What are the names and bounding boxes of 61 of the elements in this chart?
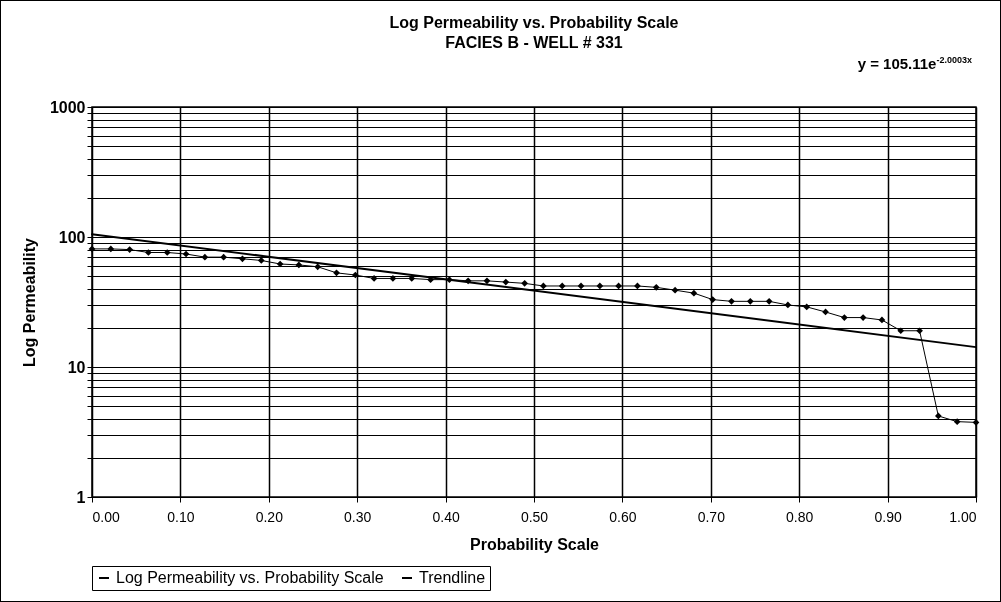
legend-label: Trendline	[419, 569, 486, 586]
x-tick-label: 0.80	[786, 508, 814, 525]
y-axis-title: Log Permeability	[20, 237, 38, 367]
point	[540, 282, 547, 290]
point	[521, 280, 528, 287]
point	[728, 297, 735, 305]
point	[558, 282, 566, 290]
point	[859, 314, 867, 321]
point	[502, 278, 510, 286]
point	[107, 245, 115, 253]
x-tick-label: 0.30	[344, 508, 372, 525]
point	[295, 261, 303, 269]
point	[652, 283, 660, 291]
x-tick-label: 0.10	[167, 508, 195, 525]
x-tick-label: 0.90	[874, 508, 902, 525]
x-tick-label: 0.50	[520, 508, 549, 525]
point	[690, 289, 698, 297]
point	[803, 303, 811, 311]
x-tick-label: 0.70	[697, 508, 726, 525]
point	[276, 260, 284, 268]
x-axis-title: Probability Scale	[470, 535, 600, 553]
point	[201, 253, 209, 261]
point	[897, 327, 905, 335]
point	[841, 314, 848, 321]
point	[483, 277, 491, 285]
point	[145, 249, 152, 256]
point	[257, 257, 265, 264]
y-tick-label: 1	[76, 488, 86, 506]
point	[784, 301, 792, 309]
chart-subtitle: FACIES B - WELL # 331	[445, 34, 623, 51]
text: y = 105.11e$^{-2.0003x}$	[857, 55, 972, 72]
x-tick-label: 0.00	[92, 508, 120, 525]
x-tick-label: 0.60	[609, 508, 637, 525]
point	[220, 253, 227, 261]
point	[596, 282, 604, 290]
point	[314, 263, 322, 271]
point	[953, 418, 961, 425]
point	[878, 316, 886, 324]
point	[351, 271, 359, 279]
point	[333, 269, 340, 277]
x-tick-label: 1.00	[949, 508, 977, 525]
point	[934, 412, 942, 420]
x-tick-label: 0.40	[432, 508, 460, 525]
point	[765, 297, 773, 305]
point	[163, 249, 171, 256]
point	[126, 246, 134, 253]
x-tick-label: 0.20	[255, 508, 284, 525]
legend-label: Log Permeability vs. Probability Scale	[116, 569, 384, 586]
point	[577, 282, 585, 290]
point	[389, 275, 397, 282]
point	[916, 327, 923, 335]
y-tick-label: 1000	[49, 98, 86, 116]
point	[746, 297, 754, 305]
point	[709, 296, 717, 303]
point	[671, 286, 679, 294]
y-tick-label: 10	[67, 358, 86, 376]
chart-title: Log Permeability vs. Probability Scale	[389, 14, 679, 31]
point	[370, 275, 378, 282]
point	[182, 250, 190, 258]
point	[239, 255, 246, 263]
y-tick-label: 100	[58, 228, 86, 246]
